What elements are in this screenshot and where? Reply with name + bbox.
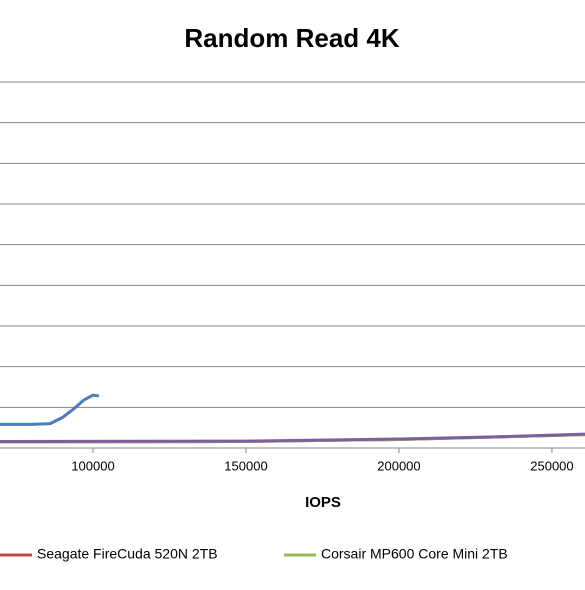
chart-title: Random Read 4K	[184, 23, 399, 53]
x-axis-label: IOPS	[305, 494, 341, 511]
legend-label: Seagate FireCuda 520N 2TB	[37, 546, 218, 562]
data-line	[0, 432, 585, 443]
data-line	[0, 393, 100, 426]
x-tick-label: 100000	[71, 458, 114, 473]
x-tick-label: 250000	[530, 458, 573, 473]
x-tick-label: 150000	[224, 458, 267, 473]
x-tick-label: 200000	[377, 458, 420, 473]
legend-label: Corsair MP600 Core Mini 2TB	[321, 546, 508, 562]
